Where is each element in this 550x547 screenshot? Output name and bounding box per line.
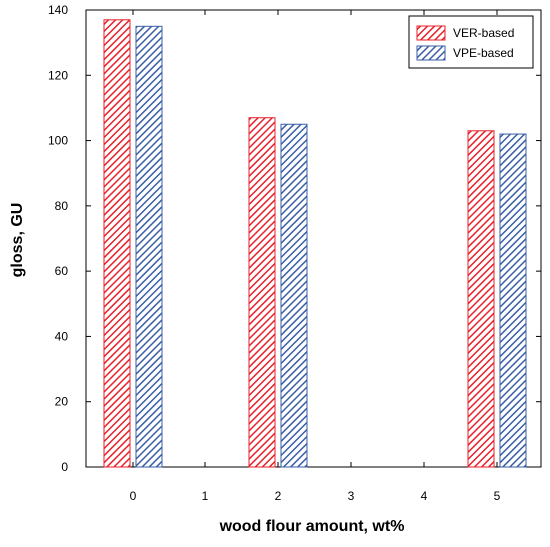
y-tick-label: 100 (48, 134, 68, 148)
bar-vpe-0 (135, 25, 163, 468)
plot-frame (85, 9, 542, 468)
legend: VER-based VPE-based (408, 15, 534, 69)
legend-label-vpe: VPE-based (453, 46, 514, 60)
y-tick-label: 40 (55, 329, 69, 343)
x-axis: 0 1 2 3 4 5 (130, 10, 501, 503)
plot-border (85, 9, 542, 468)
bar-ver-5 (467, 130, 495, 468)
bar-ver-2 (248, 117, 276, 468)
x-tick-label: 5 (494, 489, 501, 503)
y-axis-title: gloss, GU (9, 203, 26, 278)
y-axis: 0 20 40 60 80 100 120 140 (48, 3, 541, 474)
y-tick-label: 60 (55, 264, 69, 278)
legend-swatch-vpe (416, 45, 446, 61)
y-tick-label: 0 (61, 460, 68, 474)
bar-ver-0 (103, 19, 131, 468)
y-tick-label: 20 (55, 395, 69, 409)
x-tick-label: 4 (421, 489, 428, 503)
x-tick-label: 2 (275, 489, 282, 503)
y-tick-label: 140 (48, 3, 68, 17)
x-tick-label: 0 (130, 489, 137, 503)
x-tick-label: 1 (202, 489, 209, 503)
x-axis-title: wood flour amount, wt% (219, 518, 405, 535)
legend-label-ver: VER-based (453, 26, 514, 40)
bars (103, 19, 527, 468)
y-tick-label: 120 (48, 68, 68, 82)
bar-vpe-5 (499, 133, 527, 468)
legend-swatch-ver (416, 25, 446, 41)
bar-vpe-2 (280, 123, 308, 468)
y-tick-label: 80 (55, 199, 69, 213)
x-tick-label: 3 (348, 489, 355, 503)
